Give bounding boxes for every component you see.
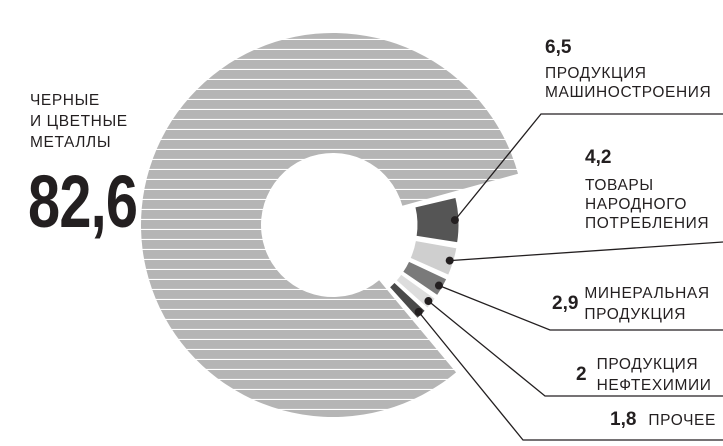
leader-dot-2 bbox=[445, 256, 454, 265]
label-petrochem-line-2: НЕФТЕХИМИИ bbox=[596, 377, 712, 394]
value-other: 1,8 bbox=[610, 409, 637, 430]
label-other-line-1: ПРОЧЕЕ bbox=[648, 412, 716, 429]
leader-dot-3 bbox=[434, 281, 443, 290]
label-petrochem-line-1: ПРОДУКЦИЯ bbox=[596, 356, 699, 373]
value-consumer-goods: 4,2 bbox=[585, 147, 612, 168]
value-machinery: 6,5 bbox=[545, 37, 572, 58]
value-metals: 82,6 bbox=[28, 160, 138, 243]
label-machinery-line-2: МАШИНОСТРОЕНИЯ bbox=[545, 83, 712, 101]
leader-line-4 bbox=[427, 300, 723, 397]
slice-1 bbox=[414, 196, 460, 244]
leader-line-1 bbox=[454, 113, 723, 221]
label-consumer-goods-line-3: ПОТРЕБЛЕНИЯ bbox=[585, 214, 710, 232]
label-metals-line-3: МЕТАЛЛЫ bbox=[30, 134, 112, 151]
leader-dot-5 bbox=[414, 307, 423, 316]
label-metals: ЧЕРНЫЕ И ЦВЕТНЫЕ МЕТАЛЛЫ bbox=[30, 90, 128, 153]
label-machinery: 6,5 ПРОДУКЦИЯ МАШИНОСТРОЕНИЯ bbox=[545, 37, 712, 101]
label-petrochem: 2 ПРОДУКЦИЯ НЕФТЕХИМИИ bbox=[576, 354, 712, 396]
label-consumer-goods: 4,2 ТОВАРЫ НАРОДНОГО ПОТРЕБЛЕНИЯ bbox=[585, 147, 710, 232]
leader-dot-1 bbox=[450, 216, 459, 225]
label-other: 1,8 ПРОЧЕЕ bbox=[610, 409, 716, 431]
label-metals-line-1: ЧЕРНЫЕ bbox=[30, 92, 100, 109]
label-mineral: 2,9 МИНЕРАЛЬНАЯ ПРОДУКЦИЯ bbox=[552, 283, 710, 325]
leader-dot-4 bbox=[424, 297, 433, 306]
leader-line-2 bbox=[449, 241, 723, 262]
label-consumer-goods-line-1: ТОВАРЫ bbox=[585, 176, 654, 194]
label-machinery-line-1: ПРОДУКЦИЯ bbox=[545, 64, 647, 82]
value-mineral: 2,9 bbox=[552, 292, 579, 314]
leader-line-5 bbox=[418, 311, 723, 441]
label-mineral-line-2: ПРОДУКЦИЯ bbox=[584, 306, 687, 323]
slice-metals bbox=[141, 32, 519, 417]
label-metals-line-2: И ЦВЕТНЫЕ bbox=[30, 113, 128, 130]
value-petrochem: 2 bbox=[576, 363, 587, 385]
slice-2 bbox=[409, 239, 458, 276]
leader-line-3 bbox=[438, 284, 723, 331]
label-mineral-line-1: МИНЕРАЛЬНАЯ bbox=[584, 285, 710, 302]
label-consumer-goods-line-2: НАРОДНОГО bbox=[585, 195, 687, 213]
